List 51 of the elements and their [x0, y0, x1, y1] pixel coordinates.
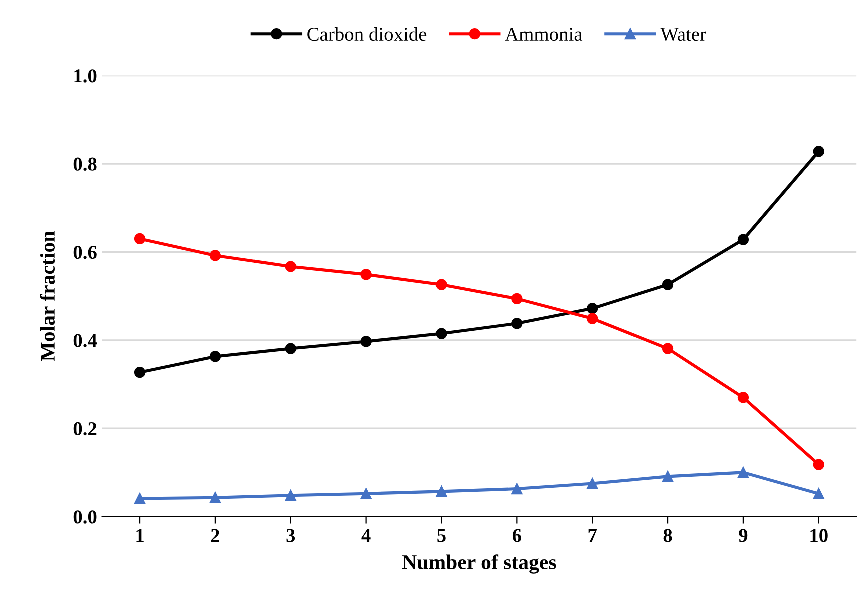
point	[210, 351, 222, 362]
point	[436, 328, 448, 340]
point	[738, 392, 750, 404]
x-tick-label: 6	[512, 529, 522, 542]
y-tick-label: 0.4	[74, 334, 98, 348]
x-tick-label: 2	[211, 529, 220, 542]
point	[738, 234, 750, 246]
point	[285, 490, 296, 502]
point	[587, 303, 598, 314]
y-tick-label: 0.8	[74, 158, 97, 172]
y-tick-label: 1.0	[74, 70, 97, 83]
point	[813, 146, 824, 158]
point	[813, 459, 824, 470]
point	[587, 478, 598, 490]
x-tick-label: 4	[362, 529, 371, 542]
y-tick-label: 0.6	[74, 246, 97, 260]
x-tick-label: 7	[588, 529, 597, 542]
x-tick-label: 9	[739, 529, 748, 542]
point	[210, 492, 222, 504]
x-axis-title: Number of stages	[402, 554, 556, 574]
point	[662, 279, 674, 290]
point	[436, 486, 448, 498]
legend-label: Water	[660, 28, 706, 42]
point	[512, 318, 523, 330]
point	[134, 367, 146, 378]
point	[512, 293, 523, 304]
y-tick-label: 0.0	[74, 510, 97, 524]
point	[662, 343, 674, 354]
legend-label: Carbon dioxide	[308, 27, 427, 42]
point	[134, 233, 146, 245]
point	[360, 269, 372, 280]
point	[210, 250, 222, 262]
point	[738, 467, 750, 478]
legend-label: Ammonia	[505, 28, 583, 42]
point	[813, 488, 824, 500]
x-tick-label: 8	[664, 529, 672, 542]
x-tick-label: 3	[286, 529, 296, 542]
point	[134, 493, 146, 504]
point	[662, 471, 674, 482]
point	[512, 483, 523, 495]
point	[285, 261, 296, 272]
point	[360, 488, 372, 500]
point	[436, 279, 448, 290]
x-tick-label: 10	[810, 529, 828, 542]
x-tick-label: 5	[438, 529, 446, 542]
y-tick-label: 0.2	[74, 422, 97, 436]
point	[360, 336, 372, 348]
point	[587, 313, 598, 324]
x-tick-label: 1	[136, 529, 144, 542]
y-axis-title: Molar fraction	[40, 231, 56, 362]
point	[285, 343, 296, 354]
